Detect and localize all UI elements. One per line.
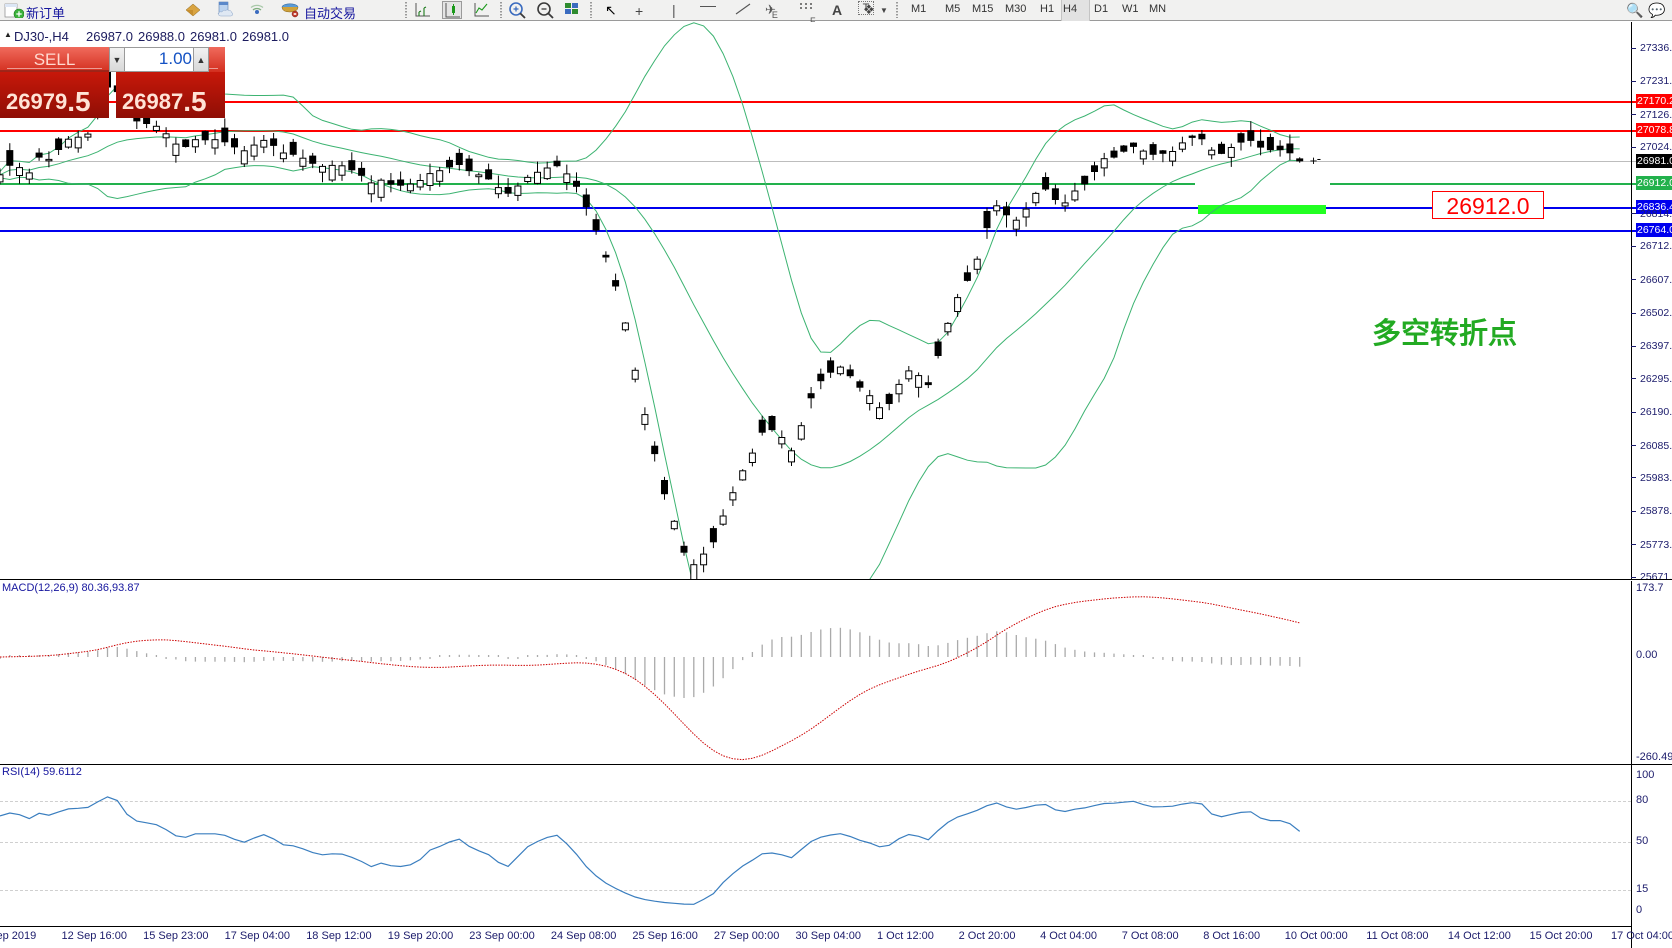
svg-text:-: -	[1317, 151, 1321, 166]
